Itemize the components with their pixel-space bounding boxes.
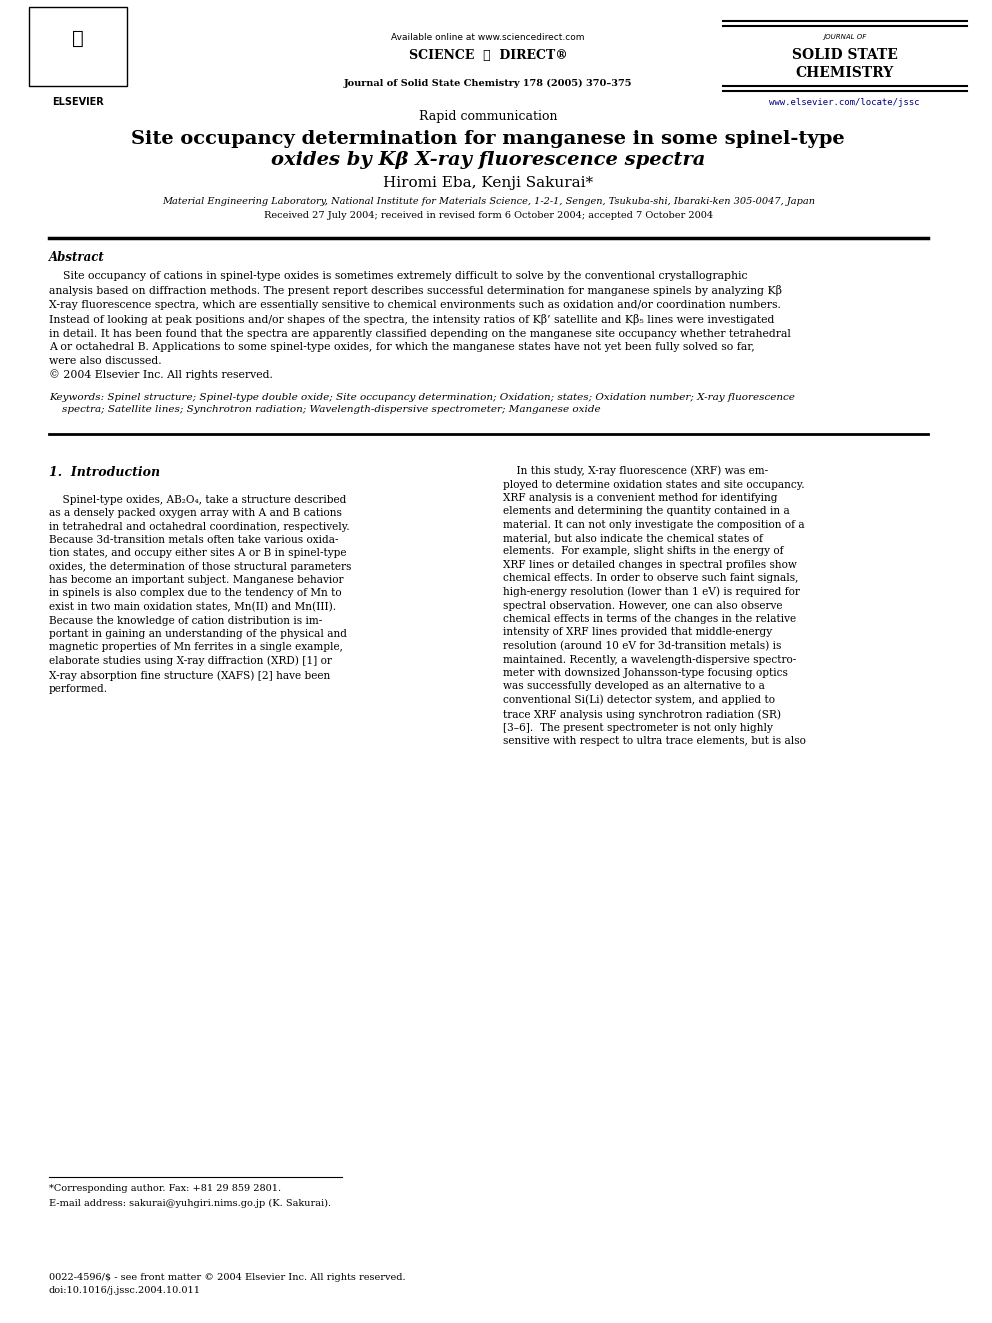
Text: oxides by Κβ X-ray fluorescence spectra: oxides by Κβ X-ray fluorescence spectra bbox=[271, 151, 705, 169]
Text: E-mail address: sakurai@yuhgiri.nims.go.jp (K. Sakurai).: E-mail address: sakurai@yuhgiri.nims.go.… bbox=[49, 1199, 331, 1208]
Text: Available online at www.sciencedirect.com: Available online at www.sciencedirect.co… bbox=[392, 33, 585, 41]
Text: SOLID STATE: SOLID STATE bbox=[792, 48, 898, 62]
Text: *Corresponding author. Fax: +81 29 859 2801.: *Corresponding author. Fax: +81 29 859 2… bbox=[49, 1184, 281, 1193]
Text: doi:10.1016/j.jssc.2004.10.011: doi:10.1016/j.jssc.2004.10.011 bbox=[49, 1286, 200, 1295]
Text: Site occupancy determination for manganese in some spinel-type: Site occupancy determination for mangane… bbox=[131, 130, 845, 148]
Text: Received 27 July 2004; received in revised form 6 October 2004; accepted 7 Octob: Received 27 July 2004; received in revis… bbox=[264, 212, 713, 220]
Text: Hiromi Eba, Kenji Sakurai*: Hiromi Eba, Kenji Sakurai* bbox=[383, 176, 593, 189]
Text: Keywords: Spinel structure; Spinel-type double oxide; Site occupancy determinati: Keywords: Spinel structure; Spinel-type … bbox=[49, 393, 795, 414]
Text: Material Engineering Laboratory, National Institute for Materials Science, 1-2-1: Material Engineering Laboratory, Nationa… bbox=[162, 197, 814, 205]
Text: CHEMISTRY: CHEMISTRY bbox=[796, 66, 894, 81]
Text: ELSEVIER: ELSEVIER bbox=[53, 97, 104, 107]
FancyBboxPatch shape bbox=[30, 7, 127, 86]
Text: Journal of Solid State Chemistry 178 (2005) 370–375: Journal of Solid State Chemistry 178 (20… bbox=[344, 79, 633, 87]
Text: Rapid communication: Rapid communication bbox=[419, 110, 558, 123]
Text: 0022-4596/$ - see front matter © 2004 Elsevier Inc. All rights reserved.: 0022-4596/$ - see front matter © 2004 El… bbox=[49, 1273, 406, 1282]
Text: JOURNAL OF: JOURNAL OF bbox=[823, 34, 866, 41]
Text: 1.  Introduction: 1. Introduction bbox=[49, 466, 160, 479]
Text: www.elsevier.com/locate/jssc: www.elsevier.com/locate/jssc bbox=[770, 98, 920, 107]
Text: SCIENCE  ⓓ  DIRECT®: SCIENCE ⓓ DIRECT® bbox=[409, 49, 567, 62]
Text: 🌲: 🌲 bbox=[72, 29, 84, 48]
Text: Abstract: Abstract bbox=[49, 251, 104, 265]
Text: Spinel-type oxides, AB₂O₄, take a structure described
as a densely packed oxygen: Spinel-type oxides, AB₂O₄, take a struct… bbox=[49, 495, 351, 695]
Text: In this study, X-ray fluorescence (XRF) was em-
ployed to determine oxidation st: In this study, X-ray fluorescence (XRF) … bbox=[503, 466, 806, 746]
Text: Site occupancy of cations in spinel-type oxides is sometimes extremely difficult: Site occupancy of cations in spinel-type… bbox=[49, 271, 791, 381]
